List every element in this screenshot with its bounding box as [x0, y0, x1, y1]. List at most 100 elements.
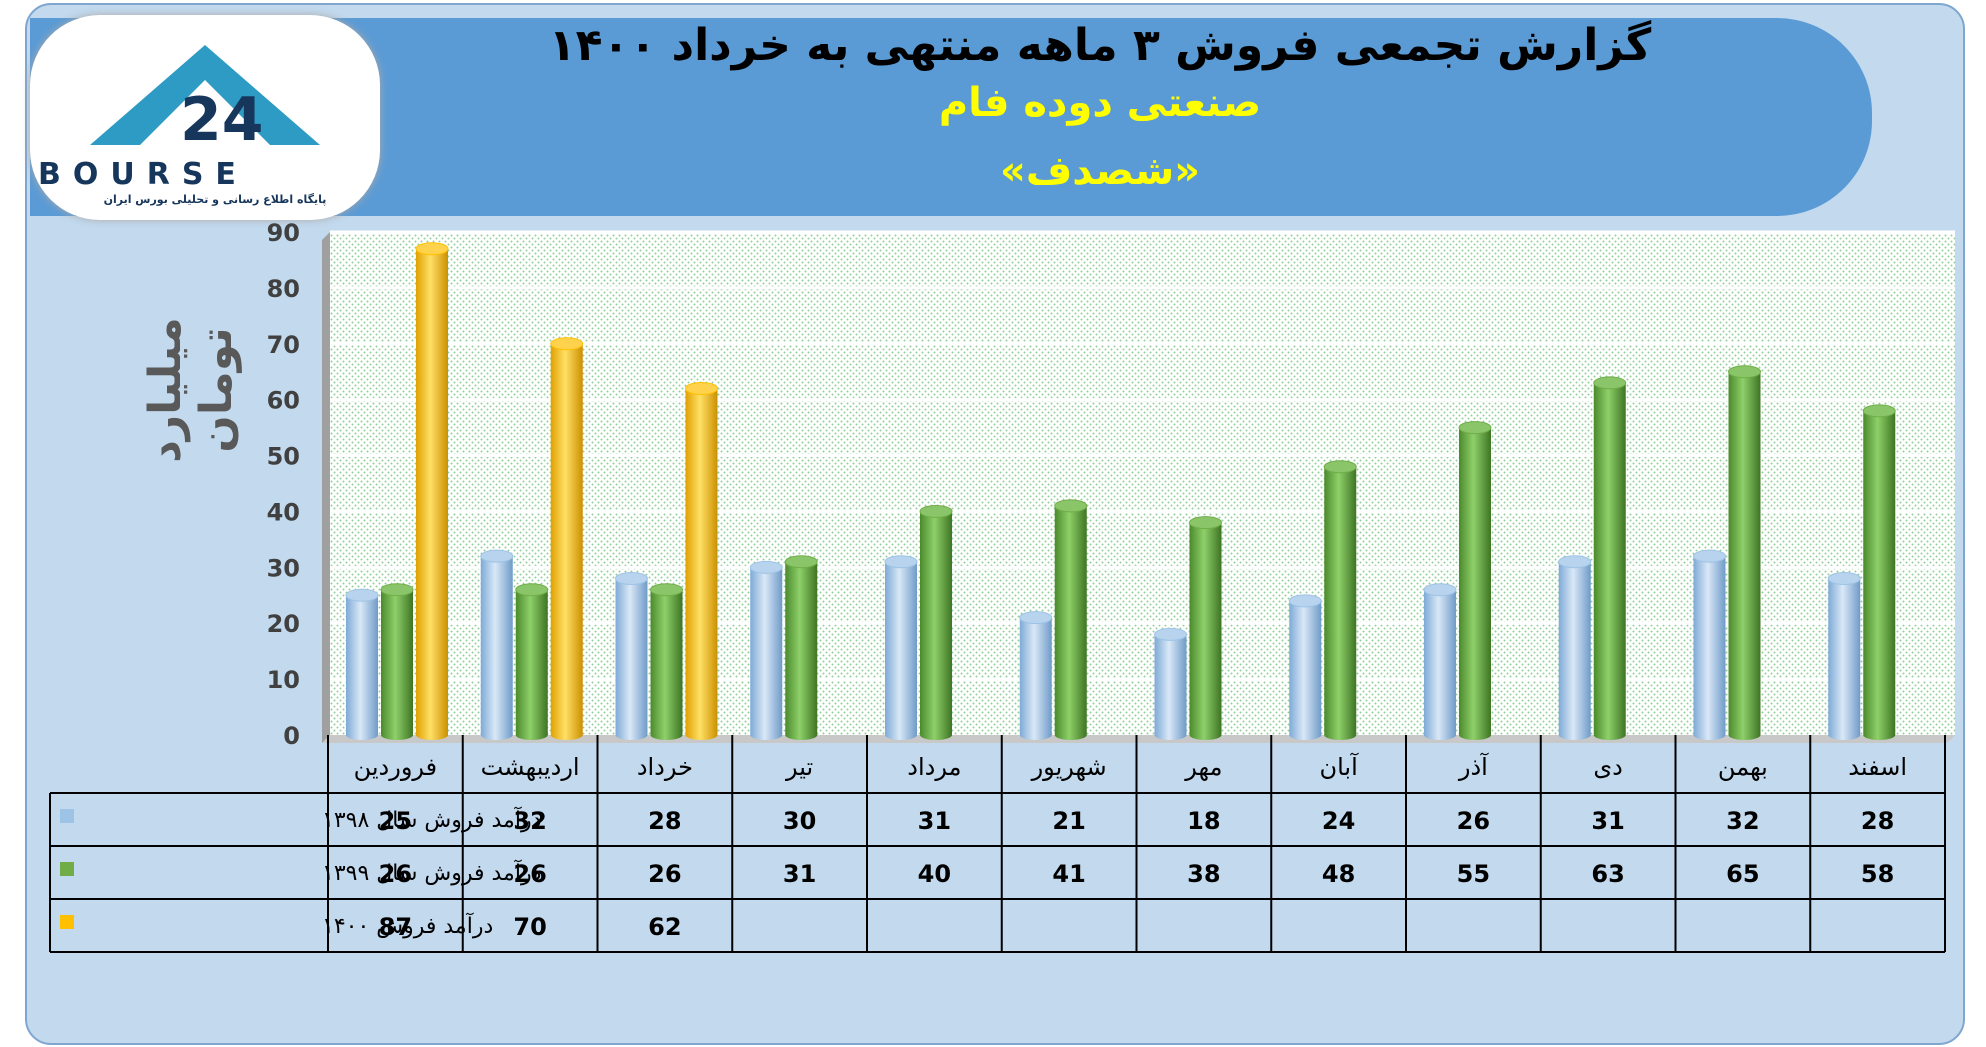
bar-body — [515, 589, 548, 735]
bar-base — [685, 730, 718, 740]
bar-base — [650, 730, 683, 740]
bar — [1862, 404, 1896, 740]
company-symbol: «شصدف» — [999, 148, 1200, 194]
logo-subtitle: پایگاه اطلاع رسانی و تحلیلی بورس ایران — [103, 193, 327, 206]
report-title: گزارش تجمعی فروش ۳ ماهه منتهی به خرداد ۱… — [548, 20, 1652, 71]
logo-mark-icon: 24 — [90, 45, 320, 155]
bar-cap — [1593, 376, 1627, 390]
data-label: 24 — [1322, 807, 1355, 835]
data-label: 21 — [1052, 807, 1085, 835]
bar — [1189, 516, 1222, 740]
category-label: اردیبهشت — [481, 753, 580, 781]
bar-body — [1558, 561, 1591, 735]
bar-base — [1728, 730, 1761, 740]
bar-base — [1828, 730, 1861, 740]
data-label: 31 — [1591, 807, 1624, 835]
bar-cap — [1054, 499, 1088, 513]
category-label: مهر — [1184, 753, 1222, 781]
bar-base — [1289, 730, 1322, 740]
bar-body — [346, 595, 378, 735]
data-label: 26 — [379, 860, 412, 888]
bar-body — [1189, 522, 1222, 735]
bar-body — [381, 589, 413, 735]
bar — [480, 549, 514, 740]
bar-body — [750, 567, 783, 735]
legend-swatch — [60, 862, 74, 876]
bar-base — [785, 730, 818, 740]
bar-body — [685, 388, 718, 735]
bar-cap — [1323, 460, 1357, 474]
bar-base — [1593, 730, 1626, 740]
bar-base — [920, 730, 952, 740]
bar-cap — [884, 555, 918, 569]
bar-body — [1324, 466, 1357, 735]
bar-body — [1424, 589, 1456, 735]
bar — [1558, 555, 1592, 740]
bar — [345, 588, 379, 740]
y-tick-label: 30 — [267, 554, 300, 582]
bar-body — [615, 578, 648, 735]
bar — [1827, 572, 1861, 740]
data-label: 31 — [918, 807, 951, 835]
data-label: 70 — [513, 913, 546, 941]
bar-cap — [650, 583, 683, 597]
bar — [1323, 460, 1357, 740]
svg-text:24: 24 — [180, 85, 264, 155]
bar — [1728, 365, 1761, 740]
bar-body — [1728, 371, 1761, 735]
bar-base — [550, 730, 583, 740]
bar-base — [750, 730, 783, 740]
bar-base — [1324, 730, 1357, 740]
bar-base — [1019, 730, 1052, 740]
bar-body — [1863, 410, 1896, 735]
legend-label: درآمد فروش ۱۴۰۰ — [322, 912, 493, 939]
data-label: 55 — [1457, 860, 1490, 888]
bar-base — [885, 730, 917, 740]
bar — [550, 337, 584, 740]
data-label: 26 — [648, 860, 681, 888]
data-label: 18 — [1187, 807, 1220, 835]
bar-base — [615, 730, 648, 740]
data-label: 25 — [379, 807, 412, 835]
category-label: بهمن — [1718, 753, 1768, 781]
data-label: 62 — [648, 913, 681, 941]
category-label: خرداد — [637, 753, 693, 781]
bar-base — [1693, 730, 1726, 740]
bar-body — [1019, 617, 1052, 735]
legend-label: درآمد فروش سال ۱۳۹۹ — [322, 859, 541, 886]
bar-base — [1459, 730, 1491, 740]
bar-body — [416, 248, 448, 735]
bar-cap — [550, 337, 584, 351]
bourse-logo: 24 BOURSE پایگاه اطلاع رسانی و تحلیلی بو… — [30, 15, 380, 220]
bar-cap — [1558, 555, 1592, 569]
data-label: 87 — [379, 913, 412, 941]
bar-base — [480, 730, 513, 740]
bar-body — [920, 511, 952, 735]
bar-base — [416, 730, 448, 740]
bar-cap — [415, 242, 449, 256]
data-label: 41 — [1052, 860, 1085, 888]
y-tick-label: 40 — [267, 498, 300, 526]
data-label: 26 — [513, 860, 546, 888]
bar — [1693, 549, 1726, 740]
bar-cap — [345, 588, 379, 602]
bar-base — [381, 730, 413, 740]
bar — [650, 583, 683, 740]
data-label: 28 — [1861, 807, 1894, 835]
bar-cap — [1189, 516, 1222, 530]
bar-cap — [615, 572, 648, 586]
plot-floor — [322, 735, 1955, 743]
bar-base — [1424, 730, 1456, 740]
y-tick-label: 0 — [283, 722, 300, 750]
bar — [685, 381, 718, 740]
bar-cap — [1458, 421, 1492, 435]
category-label: آبان — [1319, 752, 1359, 781]
bar-base — [1558, 730, 1591, 740]
bar — [1458, 421, 1492, 740]
bar — [749, 560, 783, 740]
data-label: 38 — [1187, 860, 1220, 888]
y-tick-label: 20 — [267, 610, 300, 638]
bar-base — [346, 730, 378, 740]
data-label: 30 — [783, 807, 816, 835]
